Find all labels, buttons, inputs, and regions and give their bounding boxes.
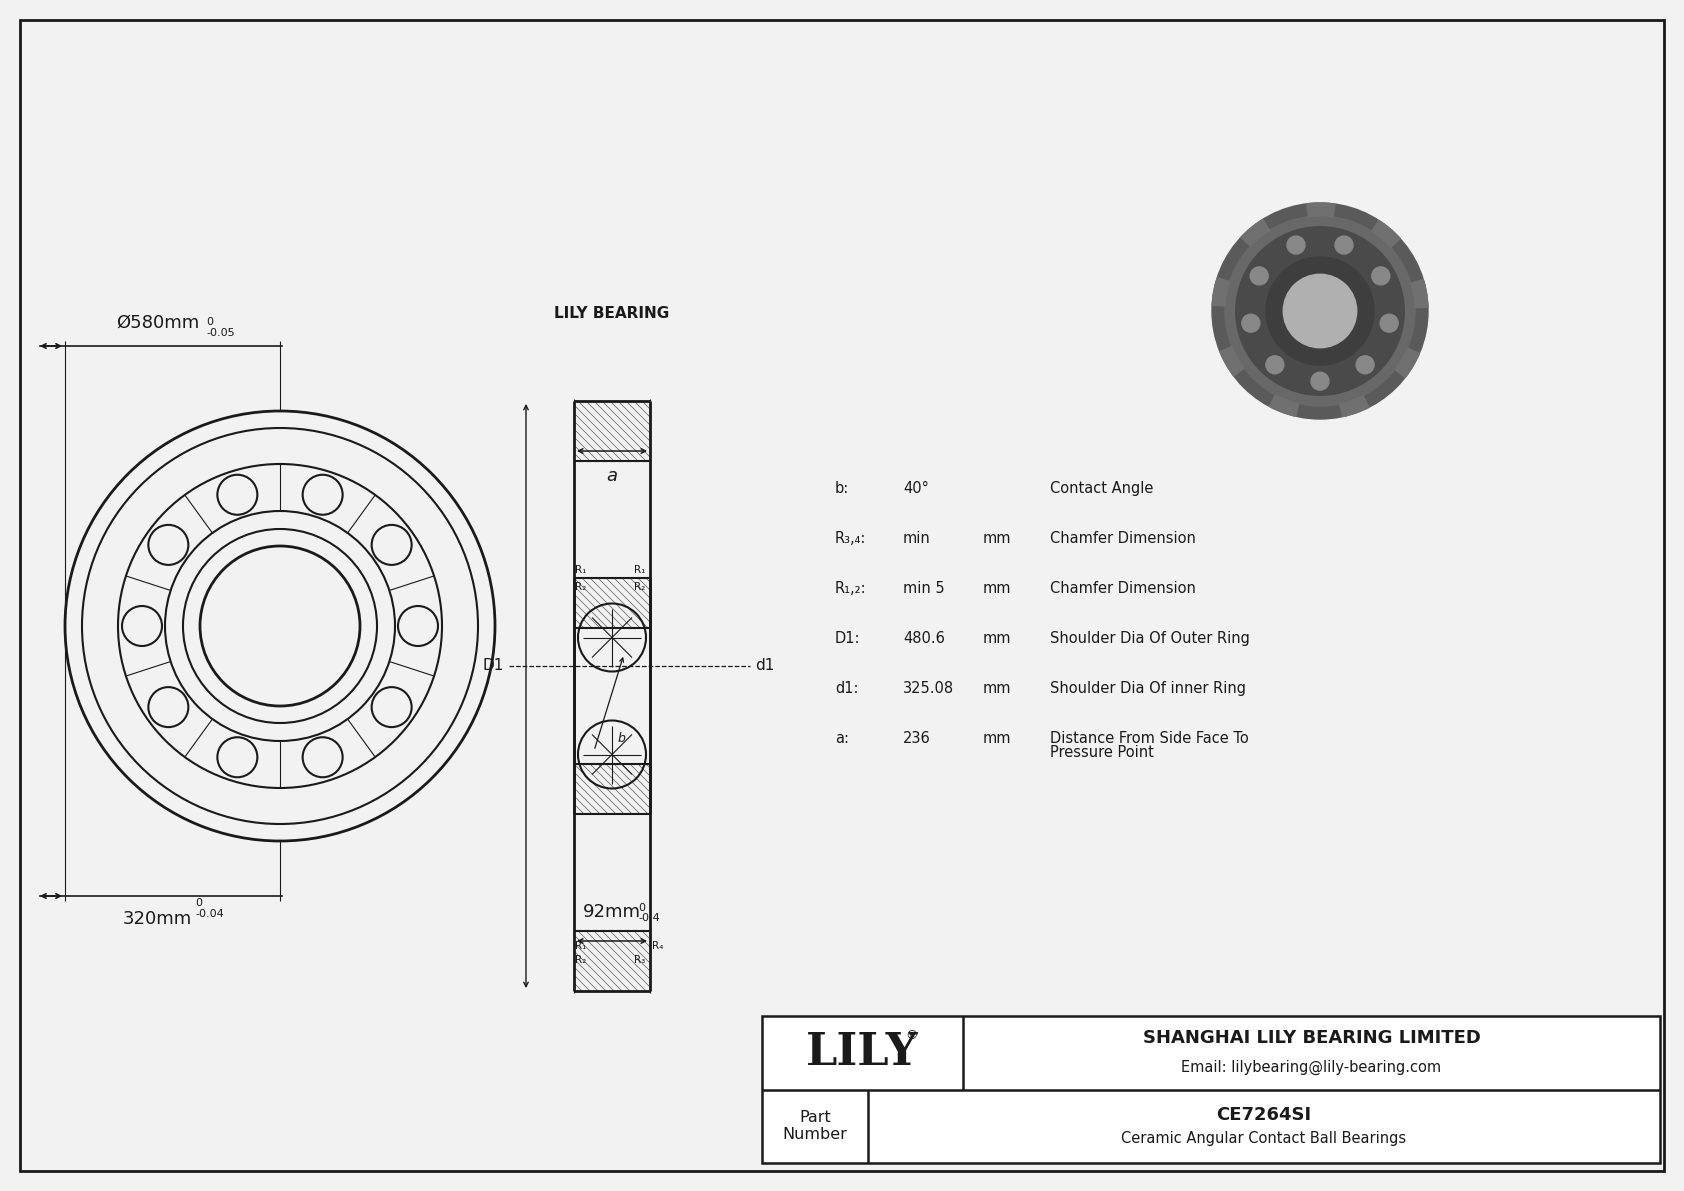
Text: Chamfer Dimension: Chamfer Dimension bbox=[1051, 581, 1196, 596]
Text: Part
Number: Part Number bbox=[783, 1110, 847, 1142]
Text: CE7264SI: CE7264SI bbox=[1216, 1106, 1312, 1124]
Text: b: b bbox=[618, 732, 626, 746]
Text: LILY BEARING: LILY BEARING bbox=[554, 306, 670, 322]
Text: a:: a: bbox=[835, 731, 849, 746]
Wedge shape bbox=[1307, 202, 1335, 217]
Text: Distance From Side Face To: Distance From Side Face To bbox=[1051, 731, 1250, 746]
Text: mm: mm bbox=[983, 731, 1012, 746]
Text: R₁: R₁ bbox=[633, 565, 645, 575]
Text: min 5: min 5 bbox=[903, 581, 945, 596]
Text: 0: 0 bbox=[638, 903, 645, 913]
Text: Pressure Point: Pressure Point bbox=[1051, 746, 1154, 760]
Circle shape bbox=[1224, 216, 1415, 406]
Text: -0.05: -0.05 bbox=[207, 328, 236, 338]
Circle shape bbox=[1283, 274, 1357, 348]
Text: R₁: R₁ bbox=[574, 941, 586, 950]
Text: b:: b: bbox=[835, 481, 849, 495]
Circle shape bbox=[1212, 202, 1428, 419]
Bar bbox=[761, 1016, 1660, 1162]
Circle shape bbox=[1288, 279, 1352, 343]
Text: Contact Angle: Contact Angle bbox=[1051, 481, 1154, 495]
Text: R₂: R₂ bbox=[574, 955, 586, 965]
Wedge shape bbox=[1411, 280, 1428, 307]
Text: Email: lilybearing@lily-bearing.com: Email: lilybearing@lily-bearing.com bbox=[1182, 1060, 1442, 1075]
Text: R₃,₄:: R₃,₄: bbox=[835, 531, 866, 545]
Text: LILY: LILY bbox=[807, 1031, 919, 1074]
Wedge shape bbox=[1219, 347, 1244, 376]
Text: Ceramic Angular Contact Ball Bearings: Ceramic Angular Contact Ball Bearings bbox=[1122, 1130, 1406, 1146]
Text: R₂: R₂ bbox=[633, 582, 645, 592]
Text: D1:: D1: bbox=[835, 631, 861, 646]
Circle shape bbox=[1312, 373, 1329, 391]
Text: Shoulder Dia Of Outer Ring: Shoulder Dia Of Outer Ring bbox=[1051, 631, 1250, 646]
Text: -0.04: -0.04 bbox=[195, 909, 224, 919]
Wedge shape bbox=[1340, 395, 1369, 417]
Text: d1:: d1: bbox=[835, 681, 859, 696]
Circle shape bbox=[1335, 236, 1352, 254]
Text: -0.4: -0.4 bbox=[638, 913, 660, 923]
Text: Shoulder Dia Of inner Ring: Shoulder Dia Of inner Ring bbox=[1051, 681, 1246, 696]
Text: 480.6: 480.6 bbox=[903, 631, 945, 646]
Text: 320mm: 320mm bbox=[123, 910, 192, 928]
Text: ®: ® bbox=[906, 1029, 918, 1042]
Text: Chamfer Dimension: Chamfer Dimension bbox=[1051, 531, 1196, 545]
Circle shape bbox=[1287, 236, 1305, 254]
Circle shape bbox=[1236, 226, 1404, 395]
Text: mm: mm bbox=[983, 681, 1012, 696]
Text: mm: mm bbox=[983, 531, 1012, 545]
Text: mm: mm bbox=[983, 581, 1012, 596]
Text: 0: 0 bbox=[195, 898, 202, 908]
Text: D1: D1 bbox=[483, 659, 504, 673]
Circle shape bbox=[1266, 257, 1374, 364]
Text: 92mm: 92mm bbox=[583, 903, 642, 921]
Circle shape bbox=[1356, 356, 1374, 374]
Text: d1: d1 bbox=[754, 659, 775, 673]
Text: R₃: R₃ bbox=[633, 955, 645, 965]
Circle shape bbox=[1250, 267, 1268, 285]
Circle shape bbox=[1381, 314, 1398, 332]
Text: R₄: R₄ bbox=[652, 941, 663, 950]
Circle shape bbox=[1266, 356, 1283, 374]
Text: R₂: R₂ bbox=[574, 582, 586, 592]
Text: Ø580mm: Ø580mm bbox=[116, 314, 199, 332]
Wedge shape bbox=[1372, 220, 1401, 248]
Text: min: min bbox=[903, 531, 931, 545]
Wedge shape bbox=[1241, 219, 1270, 247]
Text: mm: mm bbox=[983, 631, 1012, 646]
Text: R₁: R₁ bbox=[574, 565, 586, 575]
Text: 236: 236 bbox=[903, 731, 931, 746]
Text: 325.08: 325.08 bbox=[903, 681, 955, 696]
Wedge shape bbox=[1270, 395, 1298, 416]
Text: 0: 0 bbox=[207, 317, 214, 328]
Text: a: a bbox=[606, 467, 618, 485]
Text: SHANGHAI LILY BEARING LIMITED: SHANGHAI LILY BEARING LIMITED bbox=[1142, 1029, 1480, 1047]
Text: R₁,₂:: R₁,₂: bbox=[835, 581, 867, 596]
Text: 40°: 40° bbox=[903, 481, 930, 495]
Circle shape bbox=[1372, 267, 1389, 285]
Wedge shape bbox=[1212, 278, 1229, 306]
Circle shape bbox=[1241, 314, 1260, 332]
Wedge shape bbox=[1394, 348, 1420, 378]
